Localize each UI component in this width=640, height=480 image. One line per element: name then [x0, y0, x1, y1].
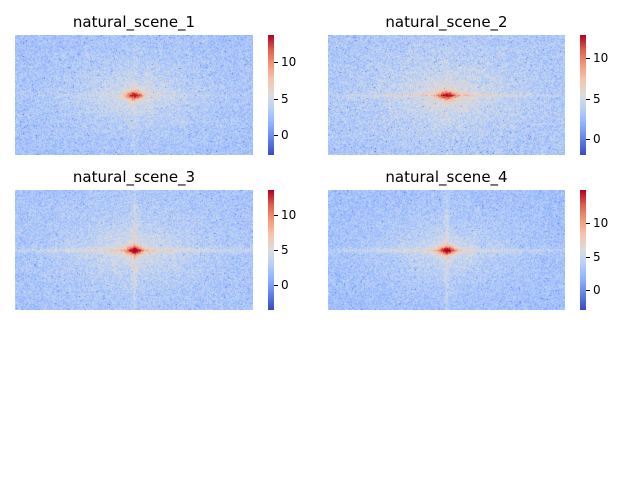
heatmap-image — [15, 190, 253, 310]
colorbar-tick — [274, 62, 278, 63]
colorbar — [268, 190, 274, 310]
colorbar-tick-label: 10 — [281, 55, 297, 70]
colorbar-tick-label: 10 — [281, 207, 297, 222]
colorbar-tick-label: 0 — [281, 278, 289, 293]
chart-title: natural_scene_3 — [72, 168, 196, 186]
colorbar-tick — [274, 99, 278, 100]
colorbar-tick-label: 5 — [281, 243, 289, 257]
colorbar-tick — [586, 58, 590, 59]
colorbar-tick — [586, 99, 590, 100]
colorbar-tick-label: 0 — [593, 131, 601, 146]
colorbar-tick — [274, 285, 278, 286]
colorbar-tick — [586, 290, 590, 291]
heatmap-image — [328, 190, 565, 310]
chart-title: natural_scene_2 — [385, 13, 508, 31]
colorbar-tick-label: 5 — [593, 91, 601, 106]
colorbar-tick-label: 0 — [281, 128, 289, 143]
colorbar-tick-label: 10 — [593, 51, 609, 66]
chart-title: natural_scene_1 — [72, 13, 196, 31]
colorbar-tick-label: 5 — [281, 91, 289, 106]
colorbar-tick — [586, 223, 590, 224]
colorbar-tick-label: 5 — [593, 249, 601, 264]
colorbar — [580, 190, 586, 310]
colorbar-tick-label: 10 — [593, 216, 609, 231]
colorbar-tick — [274, 250, 278, 251]
colorbar-tick — [274, 215, 278, 216]
colorbar — [268, 35, 274, 155]
colorbar-tick — [586, 139, 590, 140]
colorbar-tick — [274, 135, 278, 136]
colorbar-tick-label: 0 — [593, 283, 601, 297]
heatmap-image — [328, 35, 565, 155]
chart-title: natural_scene_4 — [385, 168, 508, 186]
colorbar-tick — [586, 257, 590, 258]
heatmap-image — [15, 35, 253, 155]
colorbar — [580, 35, 586, 155]
